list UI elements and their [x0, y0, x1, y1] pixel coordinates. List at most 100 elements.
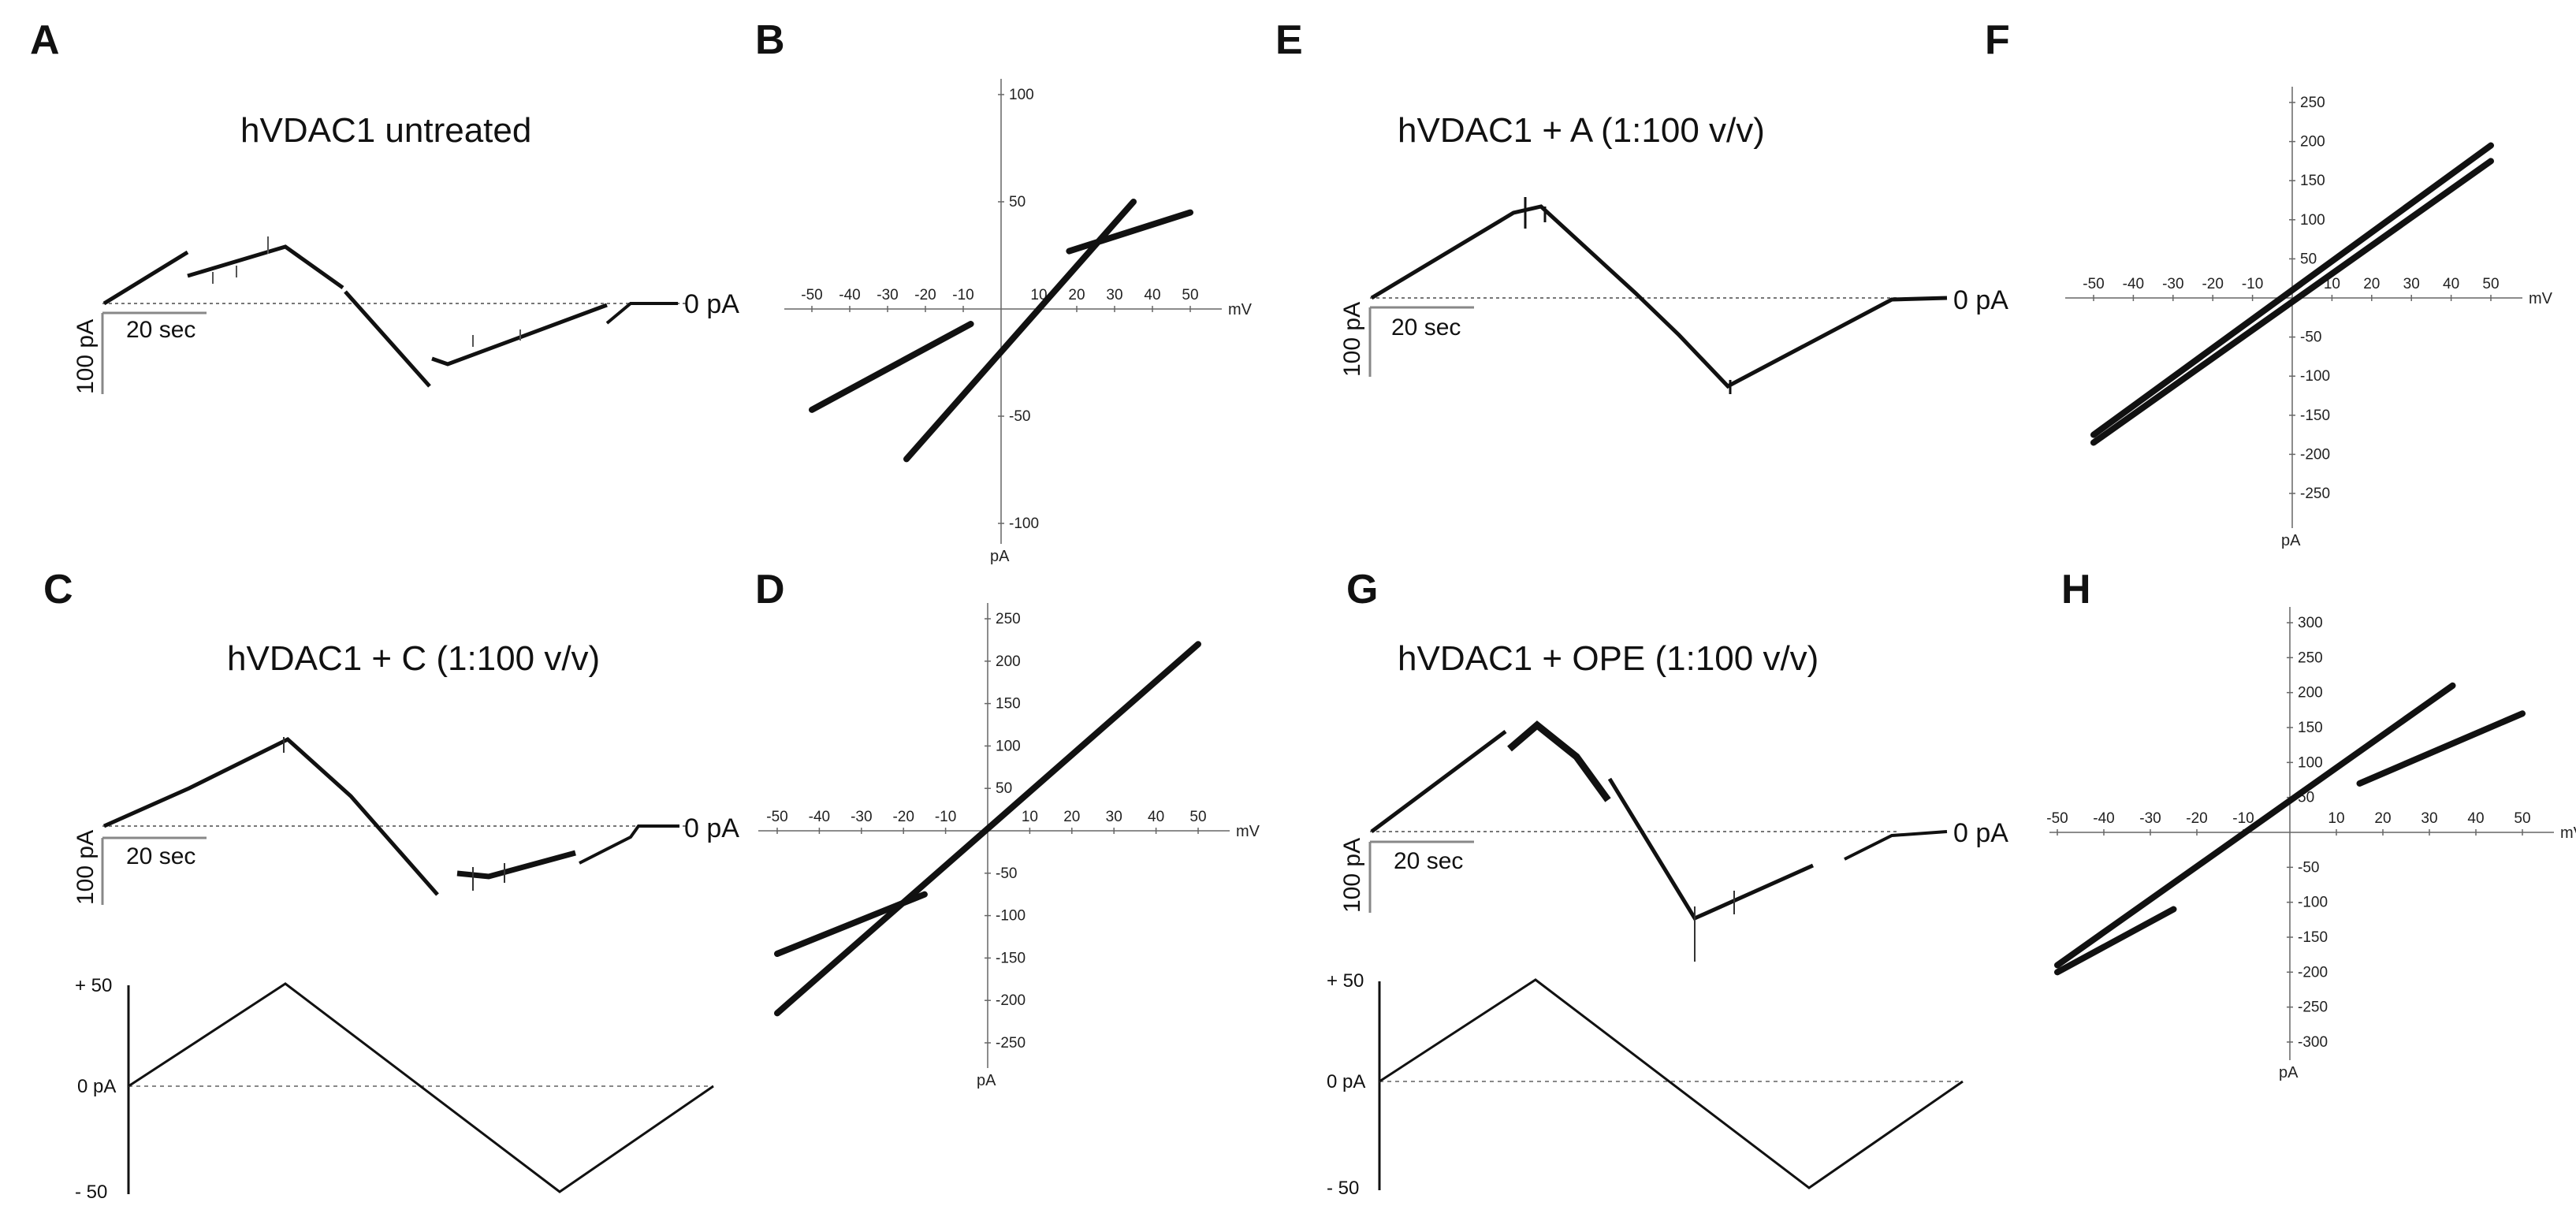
- panel-b-series-1: [809, 321, 974, 413]
- panel-b-xtick-label: 30: [1106, 287, 1122, 303]
- voltage-minus50-label: - 50: [75, 1182, 107, 1203]
- panel-d-ytick-label: 200: [996, 653, 1021, 670]
- panel-label-h: H: [2061, 567, 2091, 612]
- panel-e-time-scale: 20 sec: [1391, 315, 1461, 341]
- panel-c-title: hVDAC1 + C (1:100 v/v): [227, 639, 600, 678]
- panel-h-ytick-label: -50: [2298, 859, 2319, 876]
- panel-b-xtick-label: -10: [952, 287, 973, 303]
- panel-d-ytick-label: -100: [996, 908, 1026, 925]
- panel-b-ylabel: pA: [990, 548, 1010, 565]
- panel-f-xtick-label: -30: [2162, 276, 2183, 292]
- panel-label-c: C: [43, 567, 73, 612]
- panel-f-series-2: [2090, 158, 2494, 446]
- panel-label-g: G: [1346, 567, 1378, 612]
- panel-g-current-scale: 100 pA: [1339, 838, 1365, 913]
- panel-f-ytick-label: -100: [2300, 368, 2330, 385]
- panel-h-xtick-label: 40: [2467, 810, 2484, 827]
- panel-d-xtick-label: 40: [1148, 809, 1164, 825]
- panel-h-xtick-label: 50: [2514, 810, 2530, 827]
- panel-d-xtick-label: -20: [892, 809, 914, 825]
- panel-h-ytick-label: 200: [2298, 685, 2323, 702]
- panel-b-ytick-label: 100: [1009, 87, 1034, 103]
- panel-b-xtick-label: 50: [1182, 287, 1198, 303]
- panel-b-xtick-label: -40: [839, 287, 860, 303]
- panel-d-ytick-label: -150: [996, 950, 1026, 966]
- panel-f-ytick-label: -200: [2300, 446, 2330, 463]
- panel-h-ytick-label: 150: [2298, 720, 2323, 736]
- panel-c-trace: 20 sec 100 pA 0 pA: [73, 737, 739, 905]
- panel-h-ylabel: pA: [2279, 1064, 2299, 1081]
- panel-d-xtick-label: -40: [809, 809, 830, 825]
- panel-d-xtick-label: -30: [851, 809, 872, 825]
- panel-b-xtick-label: -30: [877, 287, 898, 303]
- panel-e-trace: 20 sec 100 pA 0 pA: [1339, 197, 2008, 394]
- panel-c-zero-label: 0 pA: [684, 813, 739, 843]
- panel-label-d: D: [755, 567, 785, 612]
- panel-h-xtick-label: 10: [2328, 810, 2344, 827]
- panel-h-xtick-label: -30: [2139, 810, 2161, 827]
- panel-e-current-scale: 100 pA: [1339, 302, 1365, 377]
- panel-f-ytick-label: 50: [2300, 251, 2317, 267]
- panel-d-ytick-label: -200: [996, 992, 1026, 1009]
- panel-h-ytick-label: -200: [2298, 964, 2328, 981]
- panel-h-xtick-label: -50: [2046, 810, 2068, 827]
- panel-b-ytick-label: -50: [1009, 408, 1030, 425]
- panel-d-xtick-label: 10: [1022, 809, 1038, 825]
- panel-d-ytick-label: 50: [996, 780, 1012, 797]
- panel-f-xtick-label: -10: [2242, 276, 2263, 292]
- panel-b-xtick-label: 40: [1144, 287, 1160, 303]
- panel-a-trace: 20 sec 100 pA 0 pA: [73, 236, 739, 394]
- panel-g-zero-label: 0 pA: [1953, 818, 2008, 848]
- panel-label-a: A: [30, 17, 60, 63]
- panel-b-xtick-label: 20: [1068, 287, 1085, 303]
- panel-d-ytick-label: 250: [996, 611, 1021, 627]
- panel-d-ytick-label: -50: [996, 865, 1017, 882]
- panel-d-series-1: [774, 641, 1201, 1017]
- panel-b-xtick-label: -50: [801, 287, 822, 303]
- panel-h-iv-chart: -50 -40 -30 -20 -10 10 20 30 40 50 -300 -250 -200 -15…: [2046, 607, 2576, 1081]
- panel-f-ytick-label: 250: [2300, 95, 2325, 111]
- panel-h-ytick-label: -150: [2298, 929, 2328, 946]
- panel-h-xtick-label: -40: [2093, 810, 2114, 827]
- panel-f-xtick-label: 40: [2443, 276, 2459, 292]
- panel-c-current-scale: 100 pA: [73, 830, 99, 905]
- panel-h-series-3: [2054, 906, 2177, 976]
- panel-b-ytick-label: 50: [1009, 194, 1026, 210]
- panel-f-ytick-label: -150: [2300, 408, 2330, 424]
- panel-d-xtick-label: -10: [935, 809, 956, 825]
- panel-e-title: hVDAC1 + A (1:100 v/v): [1398, 111, 1765, 150]
- panel-d-iv-chart: -50 -40 -30 -20 -10 10 20 30 40 50 -250 -200 -150 -10…: [758, 603, 1260, 1089]
- panel-d-ylabel: pA: [977, 1072, 996, 1089]
- panel-b-xlabel: mV: [1228, 301, 1253, 318]
- panel-d-xtick-label: 30: [1106, 809, 1122, 825]
- voltage-protocol-right: + 50 0 pA - 50: [1327, 970, 1964, 1199]
- panel-h-ytick-label: 250: [2298, 649, 2323, 666]
- panel-f-xtick-label: -20: [2202, 276, 2223, 292]
- panel-f-ytick-label: -50: [2300, 329, 2321, 346]
- panel-b-ytick-label: -100: [1009, 516, 1039, 532]
- panel-label-e: E: [1275, 17, 1303, 63]
- panel-h-xtick-label: -20: [2186, 810, 2207, 827]
- panel-b-iv-chart: -50 -40 -30 -20 -10 10 20 30 40 50 -100 -50 50 100 mV p…: [784, 79, 1253, 565]
- panel-d-xtick-label: -50: [766, 809, 787, 825]
- panel-h-ytick-label: 100: [2298, 754, 2323, 771]
- panel-f-xlabel: mV: [2529, 290, 2553, 307]
- panel-h-ytick-label: -300: [2298, 1034, 2328, 1051]
- panel-h-xtick-label: -10: [2232, 810, 2254, 827]
- panel-g-title: hVDAC1 + OPE (1:100 v/v): [1398, 639, 1818, 678]
- panel-f-iv-chart: -50 -40 -30 -20 -10 10 20 30 40 50-250-200-150-10…: [2065, 87, 2553, 549]
- panel-h-ytick-label: -250: [2298, 999, 2328, 1016]
- panel-label-b: B: [755, 17, 785, 63]
- panel-d-series-2: [774, 891, 928, 958]
- panel-f-xtick-label: 30: [2403, 276, 2420, 292]
- panel-f-ytick-label: -250: [2300, 486, 2330, 502]
- panel-d-ytick-label: 150: [996, 696, 1021, 713]
- panel-d-ytick-label: 100: [996, 738, 1021, 754]
- voltage-zero-label-g: 0 pA: [1327, 1071, 1365, 1092]
- panel-label-f: F: [1985, 17, 2010, 63]
- panel-b-xtick-label: -20: [914, 287, 936, 303]
- panel-f-xtick-label: -40: [2123, 276, 2144, 292]
- voltage-plus50-label: + 50: [75, 975, 112, 996]
- panel-a-time-scale: 20 sec: [126, 317, 195, 343]
